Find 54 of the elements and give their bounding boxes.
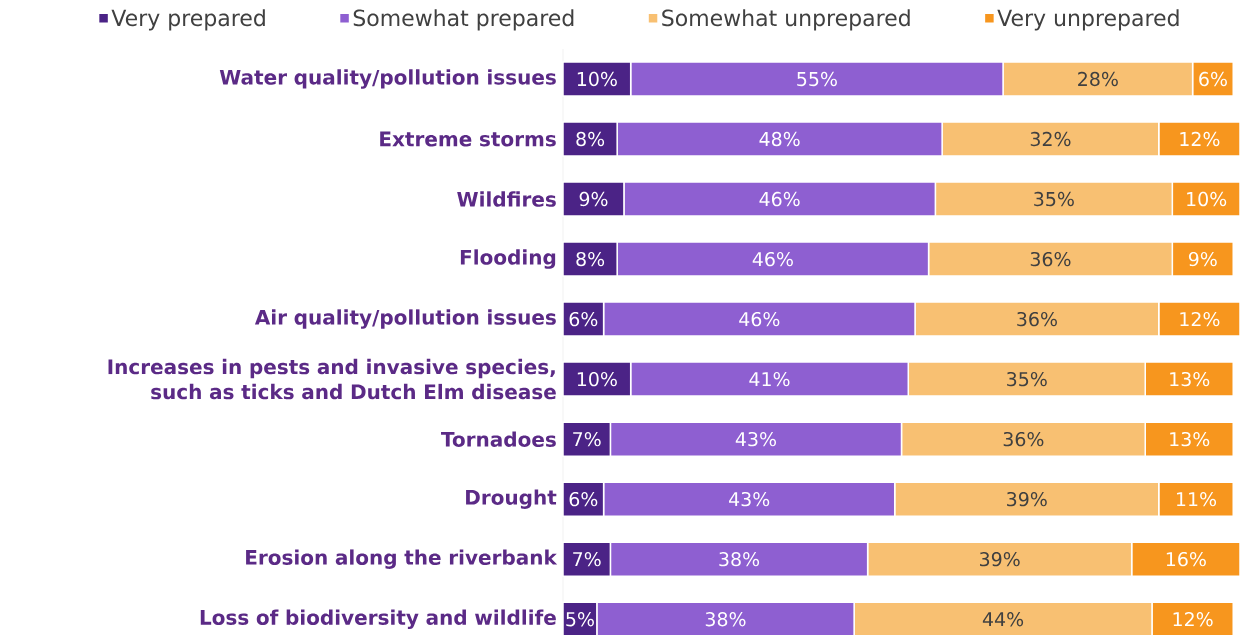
- y-tick-label: Drought: [466, 489, 557, 509]
- data-label: 8%: [576, 251, 605, 267]
- y-tick-label: Extreme storms: [380, 131, 556, 147]
- y-tick-label: Flooding: [460, 249, 556, 269]
- data-label: 7%: [573, 431, 601, 447]
- y-tick-label: Wildfires: [457, 191, 556, 207]
- data-label: 41%: [749, 371, 790, 387]
- data-label: 13%: [1170, 431, 1210, 447]
- data-label: 6%: [1199, 71, 1227, 87]
- data-label: 11%: [1176, 491, 1217, 507]
- legend-label: Very prepared: [111, 9, 265, 31]
- y-tick-label: Increases in pests and invasive species, such as ticks and Dutch Elm disease: [108, 358, 556, 400]
- data-label: 43%: [728, 491, 770, 507]
- data-label: 46%: [759, 191, 800, 207]
- data-label: 38%: [705, 612, 746, 627]
- data-label: 39%: [980, 551, 1020, 567]
- data-label: 5%: [566, 612, 594, 627]
- data-label: 44%: [982, 612, 1024, 627]
- data-label: 32%: [1030, 131, 1071, 147]
- data-label: 28%: [1078, 71, 1118, 87]
- y-tick-label: Air quality/pollution issues: [254, 309, 556, 329]
- y-tick-label: Tornadoes: [441, 431, 556, 447]
- data-label: 9%: [1188, 251, 1217, 267]
- data-label: 35%: [1034, 191, 1074, 207]
- data-label: 8%: [576, 131, 605, 147]
- data-label: 12%: [1180, 311, 1220, 327]
- legend-label: Somewhat prepared: [353, 9, 574, 31]
- data-label: 46%: [752, 251, 793, 267]
- data-label: 10%: [1187, 191, 1227, 207]
- data-label: 36%: [1003, 431, 1044, 447]
- data-label: 46%: [739, 311, 780, 327]
- data-label: 9%: [579, 191, 608, 207]
- legend-label: Somewhat unprepared: [662, 9, 910, 31]
- data-label: 12%: [1180, 131, 1220, 147]
- data-label: 43%: [735, 431, 777, 447]
- data-label: 10%: [577, 71, 617, 87]
- data-label: 7%: [573, 551, 601, 567]
- legend-label: Very unprepared: [997, 9, 1179, 31]
- data-label: 6%: [569, 311, 598, 327]
- y-tick-label: Erosion along the riverbank: [246, 549, 558, 569]
- data-label: 39%: [1007, 491, 1047, 507]
- data-label: 35%: [1007, 371, 1047, 387]
- data-label: 38%: [719, 551, 760, 567]
- data-label: 6%: [569, 491, 598, 507]
- data-label: 36%: [1017, 311, 1057, 327]
- y-tick-label: Loss of biodiversity and wildlife: [200, 609, 556, 629]
- data-label: 13%: [1170, 371, 1210, 387]
- data-label: 16%: [1166, 551, 1206, 567]
- data-label: 55%: [797, 71, 837, 87]
- data-label: 48%: [759, 131, 800, 147]
- data-label: 36%: [1030, 251, 1071, 267]
- data-label: 10%: [577, 371, 617, 387]
- data-label: 12%: [1173, 612, 1213, 627]
- y-tick-label: Water quality/pollution issues: [219, 69, 556, 89]
